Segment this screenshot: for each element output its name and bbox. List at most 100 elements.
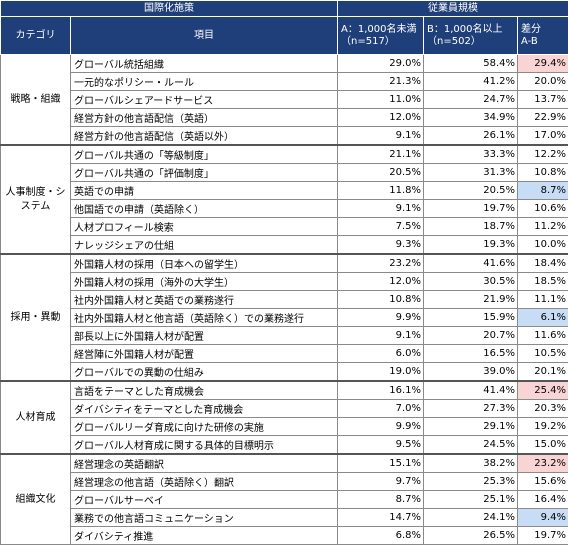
value-b-cell: 41.4% [424, 381, 518, 400]
header-col-b-label: B：1,000名以上 （n=502） [427, 24, 503, 47]
value-b-cell: 15.9% [424, 309, 518, 327]
item-cell: グローバルでの異動の仕組み [71, 363, 338, 382]
value-a-cell: 11.0% [338, 91, 424, 109]
value-a-cell: 9.5% [338, 436, 424, 455]
table-row: 経営方針の他言語配信（英語）12.0%34.9%22.9% [1, 109, 568, 127]
value-a-cell: 9.1% [338, 200, 424, 218]
item-cell: ナレッジシェアの仕組 [71, 236, 338, 255]
value-b-cell: 20.5% [424, 182, 518, 200]
diff-cell: 12.2% [518, 145, 568, 164]
diff-cell: 15.6% [518, 473, 568, 491]
header-scale: 従業員規模 [338, 1, 568, 17]
value-b-cell: 16.5% [424, 345, 518, 363]
category-cell: 戦略・組織 [1, 55, 71, 146]
value-b-cell: 19.7% [424, 200, 518, 218]
item-cell: 経営理念の他言語（英語除く）翻訳 [71, 473, 338, 491]
value-a-cell: 11.8% [338, 182, 424, 200]
value-a-cell: 20.5% [338, 164, 424, 182]
value-a-cell: 15.1% [338, 454, 424, 473]
value-b-cell: 29.1% [424, 418, 518, 436]
header-diff: 差分 A-B [518, 17, 568, 55]
category-cell: 人材育成 [1, 381, 71, 454]
value-b-cell: 38.2% [424, 454, 518, 473]
header-col-a: A：1,000名未満 （n=517） [338, 17, 424, 55]
diff-cell: 19.2% [518, 418, 568, 436]
item-cell: ダイバシティ推進 [71, 527, 338, 545]
category-cell: 採用・異動 [1, 254, 71, 381]
value-b-cell: 24.1% [424, 509, 518, 527]
item-cell: 部長以上に外国籍人材が配置 [71, 327, 338, 345]
item-cell: 他国語での申請（英語除く） [71, 200, 338, 218]
diff-cell: 9.4% [518, 509, 568, 527]
value-b-cell: 24.7% [424, 91, 518, 109]
header-category: カテゴリ [1, 17, 71, 55]
diff-cell: 16.4% [518, 491, 568, 509]
header-diff-label: 差分 A-B [521, 24, 541, 47]
diff-cell: 18.5% [518, 273, 568, 291]
value-b-cell: 26.1% [424, 127, 518, 146]
value-a-cell: 8.7% [338, 491, 424, 509]
diff-cell: 6.1% [518, 309, 568, 327]
table-row: 採用・異動外国籍人材の採用（日本への留学生）23.2%41.6%18.4% [1, 254, 568, 273]
diff-cell: 17.0% [518, 127, 568, 146]
value-a-cell: 19.0% [338, 363, 424, 382]
table-row: グローバル共通の「評価制度」20.5%31.3%10.8% [1, 164, 568, 182]
diff-cell: 10.8% [518, 164, 568, 182]
value-b-cell: 21.9% [424, 291, 518, 309]
diff-cell: 13.7% [518, 91, 568, 109]
value-a-cell: 6.8% [338, 527, 424, 545]
diff-cell: 11.1% [518, 291, 568, 309]
diff-cell: 11.6% [518, 327, 568, 345]
value-b-cell: 24.5% [424, 436, 518, 455]
value-b-cell: 26.5% [424, 527, 518, 545]
value-b-cell: 39.0% [424, 363, 518, 382]
value-a-cell: 14.7% [338, 509, 424, 527]
item-cell: 経営陣に外国籍人材が配置 [71, 345, 338, 363]
value-a-cell: 9.1% [338, 127, 424, 146]
item-cell: 経営方針の他言語配信（英語） [71, 109, 338, 127]
value-a-cell: 9.9% [338, 309, 424, 327]
value-b-cell: 18.7% [424, 218, 518, 236]
value-b-cell: 27.3% [424, 400, 518, 418]
value-b-cell: 41.2% [424, 73, 518, 91]
item-cell: グローバルサーベイ [71, 491, 338, 509]
item-cell: 言語をテーマとした育成機会 [71, 381, 338, 400]
item-cell: グローバルシェアードサービス [71, 91, 338, 109]
value-b-cell: 31.3% [424, 164, 518, 182]
item-cell: 外国籍人材の採用（日本への留学生） [71, 254, 338, 273]
item-cell: 社内外国籍人材と他言語（英語除く）での業務遂行 [71, 309, 338, 327]
header-col-a-label: A：1,000名未満 （n=517） [341, 24, 416, 47]
diff-cell: 15.0% [518, 436, 568, 455]
value-a-cell: 9.1% [338, 327, 424, 345]
item-cell: 社内外国籍人材と英語での業務遂行 [71, 291, 338, 309]
item-cell: グローバル人材育成に関する具体的目標明示 [71, 436, 338, 455]
diff-cell: 22.9% [518, 109, 568, 127]
value-a-cell: 7.0% [338, 400, 424, 418]
table-row: 経営方針の他言語配信（英語以外）9.1%26.1%17.0% [1, 127, 568, 146]
item-cell: 経営理念の英語翻訳 [71, 454, 338, 473]
item-cell: 経営方針の他言語配信（英語以外） [71, 127, 338, 146]
value-b-cell: 19.3% [424, 236, 518, 255]
item-cell: グローバル統括組織 [71, 55, 338, 73]
value-a-cell: 9.7% [338, 473, 424, 491]
diff-cell: 18.4% [518, 254, 568, 273]
diff-cell: 10.6% [518, 200, 568, 218]
value-b-cell: 33.3% [424, 145, 518, 164]
value-b-cell: 30.5% [424, 273, 518, 291]
diff-cell: 19.7% [518, 527, 568, 545]
